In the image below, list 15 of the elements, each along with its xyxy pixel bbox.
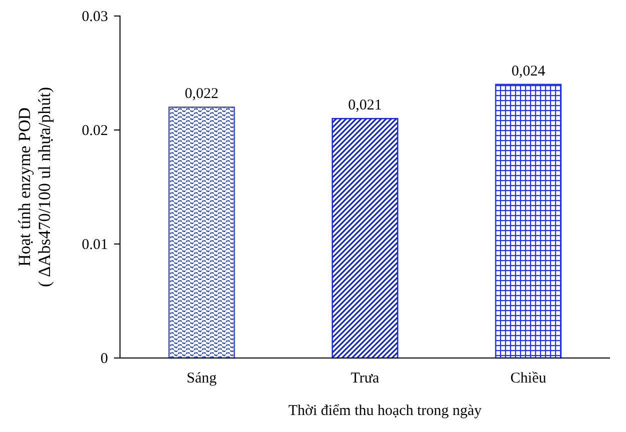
bar [495, 84, 562, 359]
y-tick-label: 0.01 [82, 236, 108, 253]
y-tick-label: 0.03 [82, 8, 108, 25]
data-label: 0,021 [348, 98, 382, 114]
bar [168, 106, 235, 359]
x-axis-title: Thời điểm thu hoạch trong ngày [288, 403, 482, 419]
x-tick-label: Chiều [510, 370, 547, 387]
bar [332, 118, 398, 359]
data-label: 0,024 [511, 63, 546, 80]
x-tick-label: Sáng [186, 370, 218, 387]
y-tick-label: 0 [100, 350, 108, 367]
data-label: 0,022 [184, 86, 219, 102]
y-tick-label: 0.02 [82, 122, 108, 139]
x-tick-label: Trưa [350, 370, 380, 387]
y-axis-title: Hoạt tính enzyme POD ( ΔAbs470/100 ul nhựa/phút) [15, 86, 54, 288]
